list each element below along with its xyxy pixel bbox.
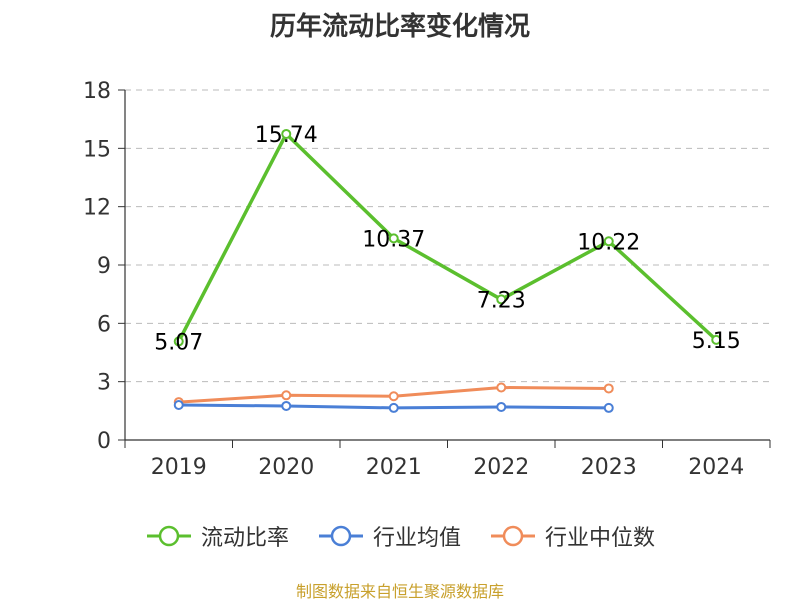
legend-line-icon bbox=[318, 525, 363, 547]
data-point bbox=[711, 334, 722, 345]
data-label: 5.15 bbox=[692, 329, 741, 354]
legend-label: 行业中位数 bbox=[545, 526, 656, 551]
legend-line-icon bbox=[146, 525, 191, 547]
data-point bbox=[173, 336, 184, 347]
data-label: 10.22 bbox=[577, 230, 640, 255]
data-label: 15.74 bbox=[255, 123, 318, 148]
y-tick-label: 3 bbox=[97, 371, 111, 396]
data-point bbox=[603, 383, 614, 394]
y-tick-label: 12 bbox=[83, 196, 111, 221]
data-point bbox=[388, 402, 399, 413]
legend-line-icon bbox=[491, 525, 535, 547]
data-source: 制图数据来自恒生聚源数据库 bbox=[295, 582, 504, 601]
y-tick-label: 0 bbox=[97, 429, 111, 454]
data-point bbox=[496, 294, 507, 305]
x-tick-label: 2021 bbox=[366, 455, 422, 480]
legend-item-current-ratio[interactable]: 流动比率 bbox=[145, 520, 289, 552]
y-tick-label: 6 bbox=[97, 312, 111, 337]
x-tick-label: 2022 bbox=[473, 455, 529, 480]
x-tick-label: 2023 bbox=[581, 455, 637, 480]
data-point bbox=[388, 391, 399, 402]
data-point bbox=[496, 382, 507, 393]
line-chart: 0 3 6 9 12 15 18 2019 2020 2021 2022 2023 2024 5.07 15… bbox=[83, 79, 771, 480]
data-point bbox=[281, 400, 292, 411]
legend-item-industry-median[interactable]: 行业中位数 bbox=[489, 520, 655, 552]
y-tick-label: 18 bbox=[83, 79, 111, 104]
data-label: 5.07 bbox=[154, 330, 203, 355]
legend-item-industry-mean[interactable]: 行业均值 bbox=[317, 520, 461, 552]
y-tick-label: 15 bbox=[83, 137, 111, 162]
legend-label: 流动比率 bbox=[200, 526, 289, 551]
data-point bbox=[173, 400, 184, 410]
legend-label: 行业均值 bbox=[372, 526, 461, 551]
x-tick-label: 2019 bbox=[151, 455, 207, 480]
data-label: 10.37 bbox=[362, 227, 425, 252]
data-point bbox=[603, 236, 614, 247]
data-point bbox=[603, 402, 614, 413]
chart-title: 历年流动比率变化情况 bbox=[269, 12, 530, 42]
data-label: 7.23 bbox=[477, 288, 526, 313]
legend: 流动比率 行业均值 行业中位数 bbox=[0, 520, 800, 552]
data-point bbox=[496, 401, 507, 412]
series-line-0 bbox=[177, 132, 718, 343]
data-point bbox=[281, 128, 292, 139]
y-tick-label: 9 bbox=[97, 254, 111, 279]
data-point bbox=[388, 233, 399, 244]
data-point bbox=[281, 390, 292, 401]
x-tick-label: 2020 bbox=[258, 455, 314, 480]
x-tick-label: 2024 bbox=[688, 455, 744, 480]
